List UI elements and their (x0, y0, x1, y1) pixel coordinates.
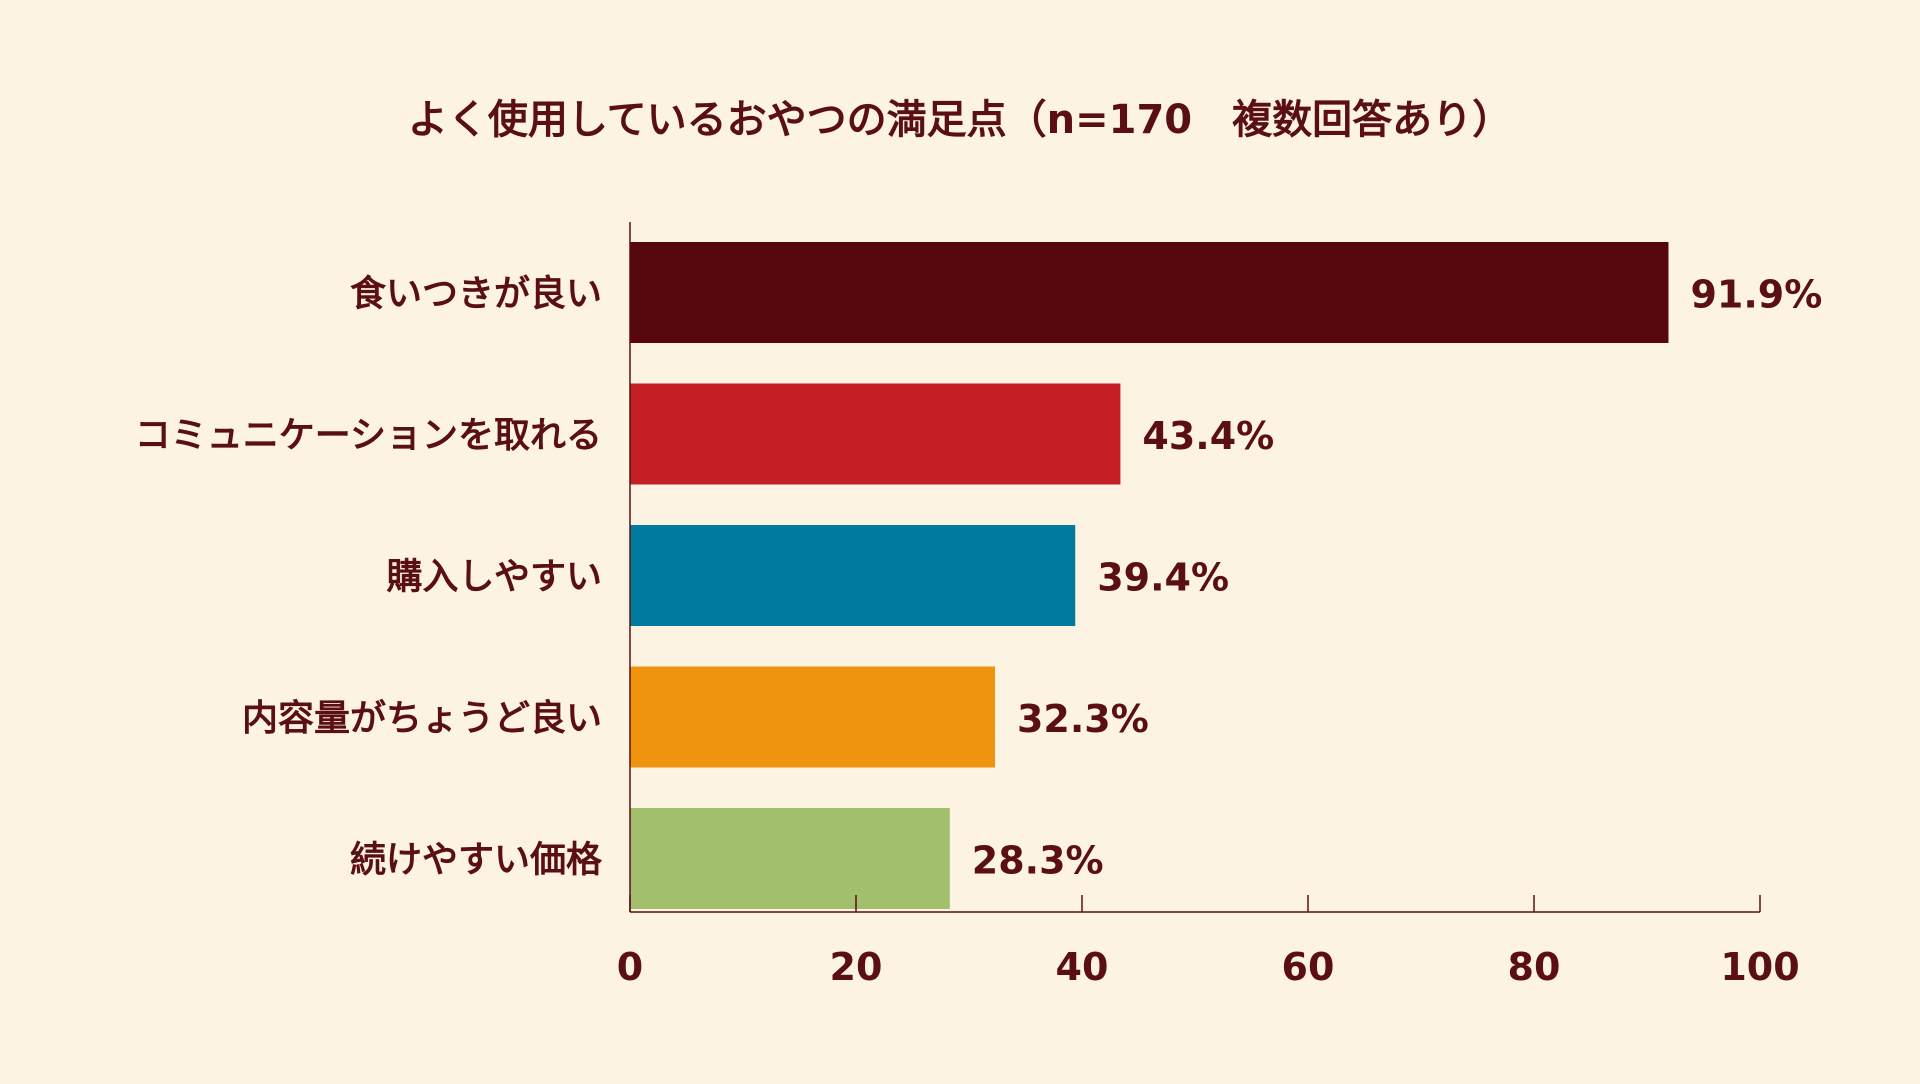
value-label: 32.3% (1017, 697, 1149, 741)
chart-title: よく使用しているおやつの満足点（n=170 複数回答あり） (408, 97, 1512, 143)
category-label: 食いつきが良い (350, 274, 602, 315)
x-tick-label: 60 (1282, 945, 1335, 989)
bar-4 (630, 808, 950, 909)
x-tick-label: 80 (1508, 945, 1561, 989)
value-label: 28.3% (972, 839, 1104, 883)
x-tick-label: 0 (617, 945, 643, 989)
value-label: 91.9% (1690, 273, 1822, 317)
x-tick-label: 100 (1720, 945, 1799, 989)
bar-0 (630, 242, 1669, 343)
bar-2 (630, 525, 1076, 626)
category-label: 購入しやすい (386, 557, 602, 598)
category-label: 続けやすい価格 (350, 840, 603, 881)
value-label: 39.4% (1097, 556, 1229, 600)
x-tick-label: 40 (1056, 945, 1109, 989)
category-label: コミュニケーションを取れる (135, 415, 602, 456)
bar-1 (630, 383, 1121, 485)
value-label: 43.4% (1142, 414, 1274, 458)
bars-layer: 食いつきが良い 91.9% コミュニケーションを取れる 43.4% 購入しやすい 39.4… (135, 242, 1822, 909)
category-label: 内容量がちょうど良い (242, 698, 602, 739)
x-axis: 0 20 40 60 80 100 (617, 222, 1800, 989)
x-tick-label: 20 (830, 945, 883, 989)
bar-3 (630, 666, 995, 768)
